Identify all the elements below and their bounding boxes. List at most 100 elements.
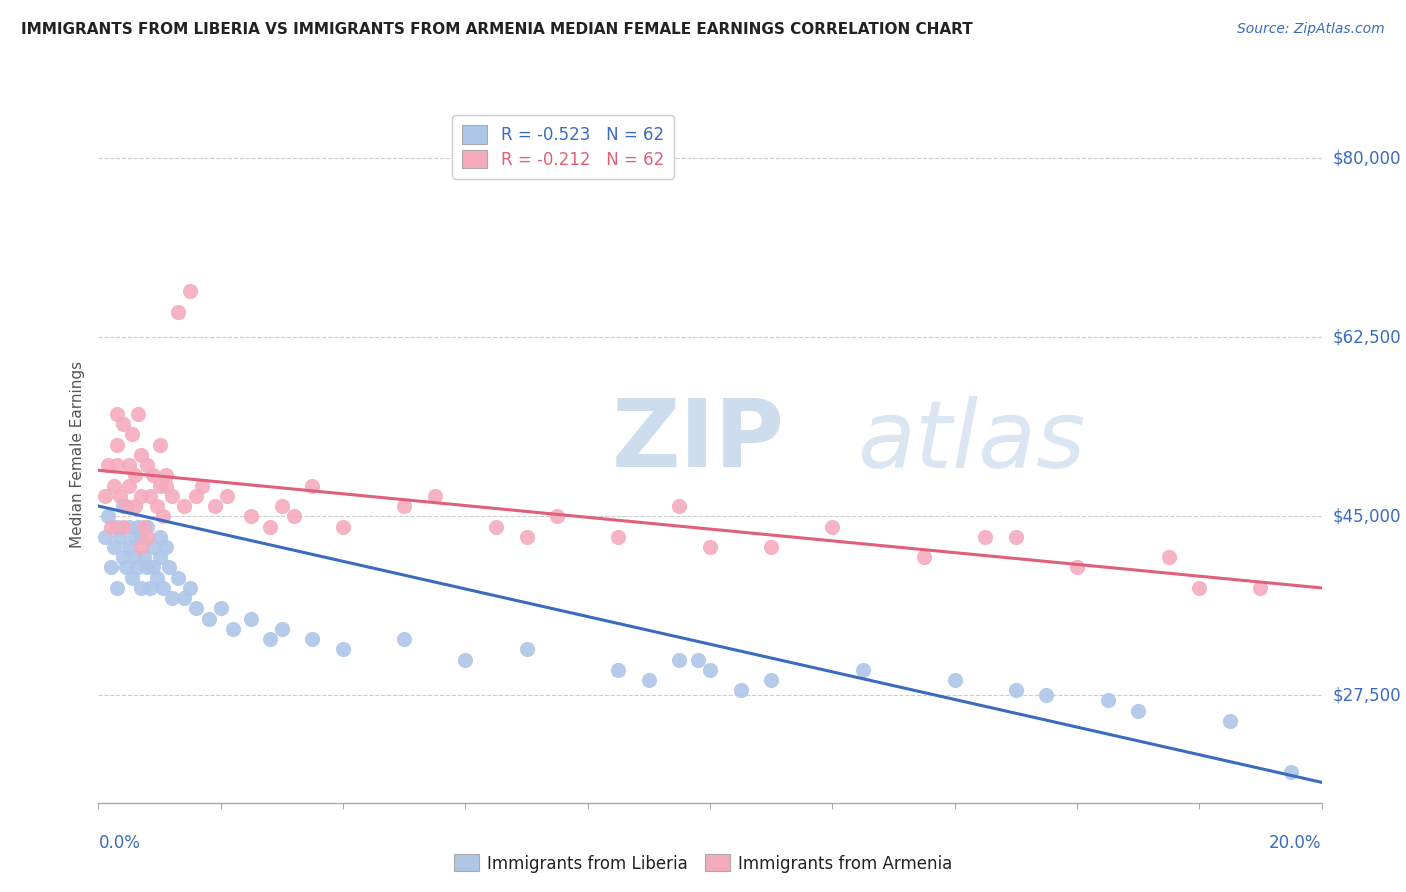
Point: [974, 530, 997, 544]
Point: [108, 530, 131, 544]
Point: [943, 673, 966, 687]
Point: [97, 509, 120, 524]
Point: [115, 560, 138, 574]
Point: [179, 284, 201, 298]
Point: [152, 581, 174, 595]
Point: [121, 571, 143, 585]
Point: [105, 519, 128, 533]
Point: [191, 478, 214, 492]
Point: [852, 663, 875, 677]
Point: [392, 632, 416, 646]
Point: [1157, 550, 1180, 565]
Point: [1128, 704, 1150, 718]
Point: [149, 478, 172, 492]
Point: [145, 499, 167, 513]
Point: [270, 499, 294, 513]
Point: [392, 499, 416, 513]
Point: [118, 478, 141, 492]
Point: [97, 458, 120, 472]
Point: [761, 540, 783, 554]
Point: [516, 642, 538, 657]
Point: [155, 540, 177, 554]
Point: [103, 478, 125, 492]
Point: [129, 448, 152, 462]
Point: [197, 612, 219, 626]
Point: [301, 478, 323, 492]
Text: $80,000: $80,000: [1333, 149, 1402, 167]
Point: [186, 489, 208, 503]
Point: [145, 571, 167, 585]
Text: 0.0%: 0.0%: [98, 834, 141, 852]
Point: [173, 591, 195, 606]
Point: [136, 519, 159, 533]
Point: [142, 540, 165, 554]
Point: [1066, 560, 1088, 574]
Point: [157, 560, 180, 574]
Point: [332, 519, 354, 533]
Point: [912, 550, 935, 565]
Point: [129, 581, 152, 595]
Point: [259, 519, 281, 533]
Point: [699, 540, 721, 554]
Point: [127, 407, 149, 421]
Text: $27,500: $27,500: [1333, 686, 1402, 705]
Point: [93, 489, 115, 503]
Point: [124, 530, 146, 544]
Point: [668, 652, 690, 666]
Point: [149, 530, 172, 544]
Point: [283, 509, 305, 524]
Point: [111, 417, 134, 432]
Point: [1250, 581, 1272, 595]
Point: [516, 530, 538, 544]
Point: [134, 550, 156, 565]
Point: [821, 519, 844, 533]
Point: [115, 499, 138, 513]
Point: [686, 652, 709, 666]
Point: [160, 591, 183, 606]
Point: [332, 642, 354, 657]
Point: [118, 458, 141, 472]
Point: [139, 489, 162, 503]
Point: [761, 673, 783, 687]
Text: ZIP: ZIP: [612, 395, 785, 487]
Point: [546, 509, 568, 524]
Point: [111, 550, 134, 565]
Point: [121, 427, 143, 442]
Point: [209, 601, 232, 615]
Point: [149, 550, 172, 565]
Point: [105, 438, 128, 452]
Point: [215, 489, 238, 503]
Point: [136, 560, 159, 574]
Point: [129, 530, 152, 544]
Legend: Immigrants from Liberia, Immigrants from Armenia: Immigrants from Liberia, Immigrants from…: [447, 847, 959, 880]
Text: Source: ZipAtlas.com: Source: ZipAtlas.com: [1237, 22, 1385, 37]
Point: [270, 622, 294, 636]
Point: [730, 683, 752, 698]
Point: [637, 673, 661, 687]
Point: [155, 468, 177, 483]
Point: [222, 622, 245, 636]
Point: [100, 519, 122, 533]
Point: [240, 612, 263, 626]
Legend: R = -0.523   N = 62, R = -0.212   N = 62: R = -0.523 N = 62, R = -0.212 N = 62: [453, 115, 673, 178]
Point: [108, 489, 131, 503]
Point: [160, 489, 183, 503]
Point: [129, 540, 152, 554]
Point: [124, 499, 146, 513]
Text: $45,000: $45,000: [1333, 508, 1402, 525]
Point: [152, 509, 174, 524]
Point: [179, 581, 201, 595]
Point: [1097, 693, 1119, 707]
Point: [301, 632, 323, 646]
Point: [127, 560, 149, 574]
Point: [124, 468, 146, 483]
Point: [454, 652, 477, 666]
Point: [139, 581, 162, 595]
Point: [155, 478, 177, 492]
Point: [111, 519, 134, 533]
Point: [240, 509, 263, 524]
Point: [423, 489, 446, 503]
Point: [100, 560, 122, 574]
Point: [105, 458, 128, 472]
Point: [118, 519, 141, 533]
